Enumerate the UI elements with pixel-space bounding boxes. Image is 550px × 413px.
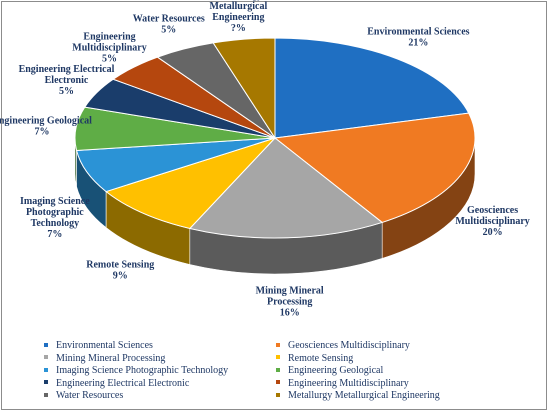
legend-item-water-resources: Water Resources [44,390,123,402]
slice-label-geosciences-multidisciplinary: Geosciences Multidisciplinary 20% [455,205,529,238]
legend-label: Geosciences Multidisciplinary [288,340,410,351]
legend-swatch [276,342,280,347]
legend-label: Remote Sensing [288,352,354,364]
legend-item-engineering-multidisciplinary: Engineering Multidisciplinary [276,378,409,390]
legend-swatch [276,367,280,372]
legend-item-environmental-sciences: Environmental Sciences [44,340,153,352]
slice-label-engineering-geological: Engineering Geological 7% [0,115,92,137]
legend-label: Metallurgy Metallurgical Engineering [288,390,440,401]
legend-label: Environmental Sciences [56,340,153,351]
pie-tops [74,37,476,239]
legend-item-engineering-electrical-electronic: Engineering Electrical Electronic [44,378,189,390]
legend-swatch [276,380,280,385]
slice-label-environmental-sciences: Environmental Sciences 21% [367,26,469,48]
slice-label-remote-sensing: Remote Sensing 9% [86,260,154,282]
slice-label-water-resources: Water Resources 5% [133,13,205,35]
slice-environmental-sciences [274,37,470,139]
slice-label-mining-mineral-processing: Mining Mineral Processing 16% [256,286,324,319]
slice-mining-mineral-processing [188,137,384,239]
legend-item-engineering-geological: Engineering Geological [276,365,383,377]
legend-swatch [44,380,48,385]
legend-label: Engineering Geological [288,365,384,376]
legend-item-metallurgy-metallurgical-engineering: Metallurgy Metallurgical Engineering [276,390,440,402]
legend-swatch [276,355,280,360]
slice-metallurgy-metallurgical-engineering [212,37,276,140]
legend-swatch [44,342,48,347]
slice-labels: Environmental Sciences 21% Geosciences Mult… [0,0,530,319]
legend-label: Engineering Electrical Electronic [56,377,190,389]
legend-swatch [276,392,280,397]
slice-label-engineering-electrical-electronic: Engineering Electrical Electronic 5% [19,64,115,97]
legend-swatch [44,367,48,372]
legend-item-remote-sensing: Remote Sensing [276,353,353,365]
legend-label: Imaging Science Photographic Technology [56,365,229,376]
legend-item-mining-mineral-processing: Mining Mineral Processing [44,353,165,365]
legend-label: Mining Mineral Processing [56,352,166,364]
legend-swatch [44,392,48,397]
legend-label: Water Resources [56,390,124,401]
legend-item-geosciences-multidisciplinary: Geosciences Multidisciplinary [276,340,410,352]
legend-label: Engineering Multidisciplinary [288,377,409,389]
slice-geosciences-multidisciplinary [273,112,476,223]
slice-remote-sensing [105,136,277,230]
slice-label-engineering-multidisciplinary: Engineering Multidisciplinary 5% [72,31,146,64]
slice-label-imaging-science-photographic-technology: Imaging Science Photographic Technology 7% [20,196,90,240]
legend-swatch [44,355,48,360]
legend-item-imaging-science-photographic-technology: Imaging Science Photographic Technology [44,365,228,377]
